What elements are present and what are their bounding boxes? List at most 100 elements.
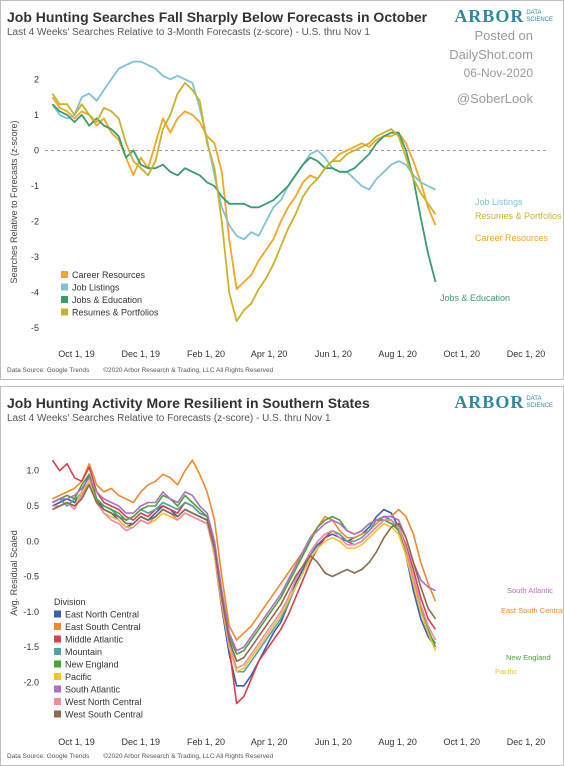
legend-entry: West North Central	[65, 697, 141, 707]
x-tick-label: Dec 1, 20	[507, 737, 546, 747]
logo-line-science: SCIENCE	[526, 402, 553, 409]
chart-footer: Data Source: Google Trends ©2020 Arbor R…	[7, 753, 285, 760]
legend-title: Division	[54, 597, 86, 607]
watermark-posted-on: Posted on	[474, 28, 533, 43]
series-line-west-north-central	[52, 484, 437, 670]
chart-subtitle: Last 4 Weeks' Searches Relative to 3-Mon…	[7, 27, 370, 38]
chart-title: Job Hunting Searches Fall Sharply Below …	[7, 9, 428, 25]
y-tick-label: 1.0	[26, 466, 39, 476]
legend-entry: Pacific	[65, 672, 92, 682]
data-source: Data Source: Google Trends	[7, 753, 90, 760]
series-line-east-north-central	[52, 473, 437, 687]
watermark-date: 06-Nov-2020	[463, 66, 533, 80]
chart-panel-job-activity-divisions: Job Hunting Activity More Resilient in S…	[0, 386, 564, 766]
y-tick-label: 2	[34, 74, 39, 84]
legend-entry: Middle Atlantic	[65, 635, 124, 645]
y-tick-label: -1	[31, 181, 39, 191]
x-tick-label: Feb 1, 20	[187, 737, 225, 747]
series-line-jobs-education	[51, 103, 437, 283]
logo-line-data: DATA	[526, 396, 542, 402]
x-tick-label: Oct 1, 19	[58, 737, 95, 747]
legend-entry: Job Listings	[72, 283, 120, 293]
arbor-logo: ARBOR DATA SCIENCE	[454, 7, 553, 25]
legend-swatch	[54, 698, 61, 705]
series-end-label: New England	[506, 653, 551, 662]
series-line-pacific	[52, 480, 437, 673]
line-chart-job-searches: 2 1 0 -1 -2 -3 -4 -5 Oct 1, 19 Dec 1, 19 Feb 1, 20…	[9, 60, 562, 359]
series-end-label: Jobs & Education	[440, 293, 510, 303]
x-tick-label: Dec 1, 19	[122, 349, 161, 359]
series-end-label: Pacific	[495, 667, 517, 676]
legend-swatch	[54, 710, 61, 718]
logo-word: ARBOR	[454, 392, 525, 412]
x-tick-label: Dec 1, 20	[507, 349, 546, 359]
y-tick-label: -2.0	[23, 677, 39, 687]
legend-entry: Mountain	[65, 647, 102, 657]
series-line-job-listings	[51, 60, 436, 241]
series-line-resumes-portfolios	[51, 82, 437, 323]
x-tick-label: Oct 1, 20	[444, 737, 481, 747]
watermark-site: DailyShot.com	[449, 47, 533, 62]
x-tick-label: Jun 1, 20	[315, 737, 352, 747]
legend-swatch	[54, 623, 61, 630]
x-tick-label: Aug 1, 20	[378, 737, 417, 747]
y-axis-title: Searches Relative to Forecasts (z-score)	[9, 120, 19, 283]
legend-entry: South Atlantic	[65, 685, 121, 695]
series-line-career-resources	[51, 96, 437, 291]
series-end-label: Resumes & Portfolios	[475, 211, 562, 221]
watermark-handle: @SoberLook	[456, 91, 533, 106]
legend-swatch	[54, 685, 61, 693]
legend-swatch	[61, 283, 68, 291]
legend-swatch	[54, 660, 61, 668]
copyright: ©2020 Arbor Research & Trading, LLC All …	[103, 367, 274, 374]
legend-swatch	[61, 296, 68, 303]
logo-subtext: DATA SCIENCE	[526, 396, 553, 409]
legend-entry: Career Resources	[72, 270, 146, 280]
legend-swatch	[54, 648, 61, 655]
copyright: ©2020 Arbor Research & Trading, LLC All …	[103, 753, 274, 760]
logo-line-science: SCIENCE	[526, 16, 553, 23]
legend-swatch	[54, 635, 61, 643]
series-end-label: Job Listings	[475, 197, 523, 207]
y-axis-title: Avg. Residual Scaled	[9, 530, 19, 615]
legend-entry: New England	[65, 660, 119, 670]
line-chart-divisions: 1.0 0.5 0.0 -0.5 -1.0 -1.5 -2.0 Oct 1, 19 Dec 1,…	[9, 459, 563, 747]
legend-entry: East South Central	[65, 622, 141, 632]
x-tick-label: Jun 1, 20	[315, 349, 352, 359]
legend-entry: West South Central	[65, 710, 143, 720]
legend-swatch	[61, 308, 68, 316]
series-line-south-atlantic	[52, 477, 436, 652]
x-tick-label: Feb 1, 20	[187, 349, 225, 359]
series-line-west-south-central	[52, 484, 437, 663]
x-tick-label: Apr 1, 20	[251, 349, 288, 359]
y-tick-label: -1.0	[23, 607, 39, 617]
series-end-label: South Atlantic	[507, 586, 553, 595]
x-tick-label: Apr 1, 20	[251, 737, 288, 747]
logo-subtext: DATA SCIENCE	[526, 10, 553, 23]
x-tick-label: Oct 1, 20	[444, 349, 481, 359]
legend-entry: Resumes & Portfolios	[72, 308, 159, 318]
series-line-mountain	[52, 480, 437, 673]
x-tick-label: Dec 1, 19	[122, 737, 161, 747]
y-tick-label: -0.5	[23, 572, 39, 582]
chart-panel-job-searches: Job Hunting Searches Fall Sharply Below …	[0, 0, 564, 380]
series-end-label: Career Resources	[475, 233, 549, 243]
x-tick-label: Oct 1, 19	[58, 349, 95, 359]
y-tick-label: 0.0	[26, 536, 39, 546]
arbor-logo: ARBOR DATA SCIENCE	[454, 393, 553, 411]
y-tick-label: 0	[34, 145, 39, 155]
chart-footer: Data Source: Google Trends ©2020 Arbor R…	[7, 367, 285, 374]
y-tick-label: -3	[31, 252, 39, 262]
logo-line-data: DATA	[526, 10, 542, 16]
y-tick-label: -1.5	[23, 642, 39, 652]
legend-swatch	[61, 271, 68, 278]
y-tick-label: 0.5	[26, 501, 39, 511]
legend-swatch	[54, 610, 61, 618]
x-tick-label: Aug 1, 20	[378, 349, 417, 359]
data-source: Data Source: Google Trends	[7, 367, 90, 374]
y-tick-label: -2	[31, 217, 39, 227]
legend-entry: East North Central	[65, 610, 139, 620]
chart-subtitle: Last 4 Weeks' Searches Relative to Forec…	[7, 413, 331, 424]
logo-word: ARBOR	[454, 6, 525, 26]
y-tick-label: -4	[31, 288, 39, 298]
